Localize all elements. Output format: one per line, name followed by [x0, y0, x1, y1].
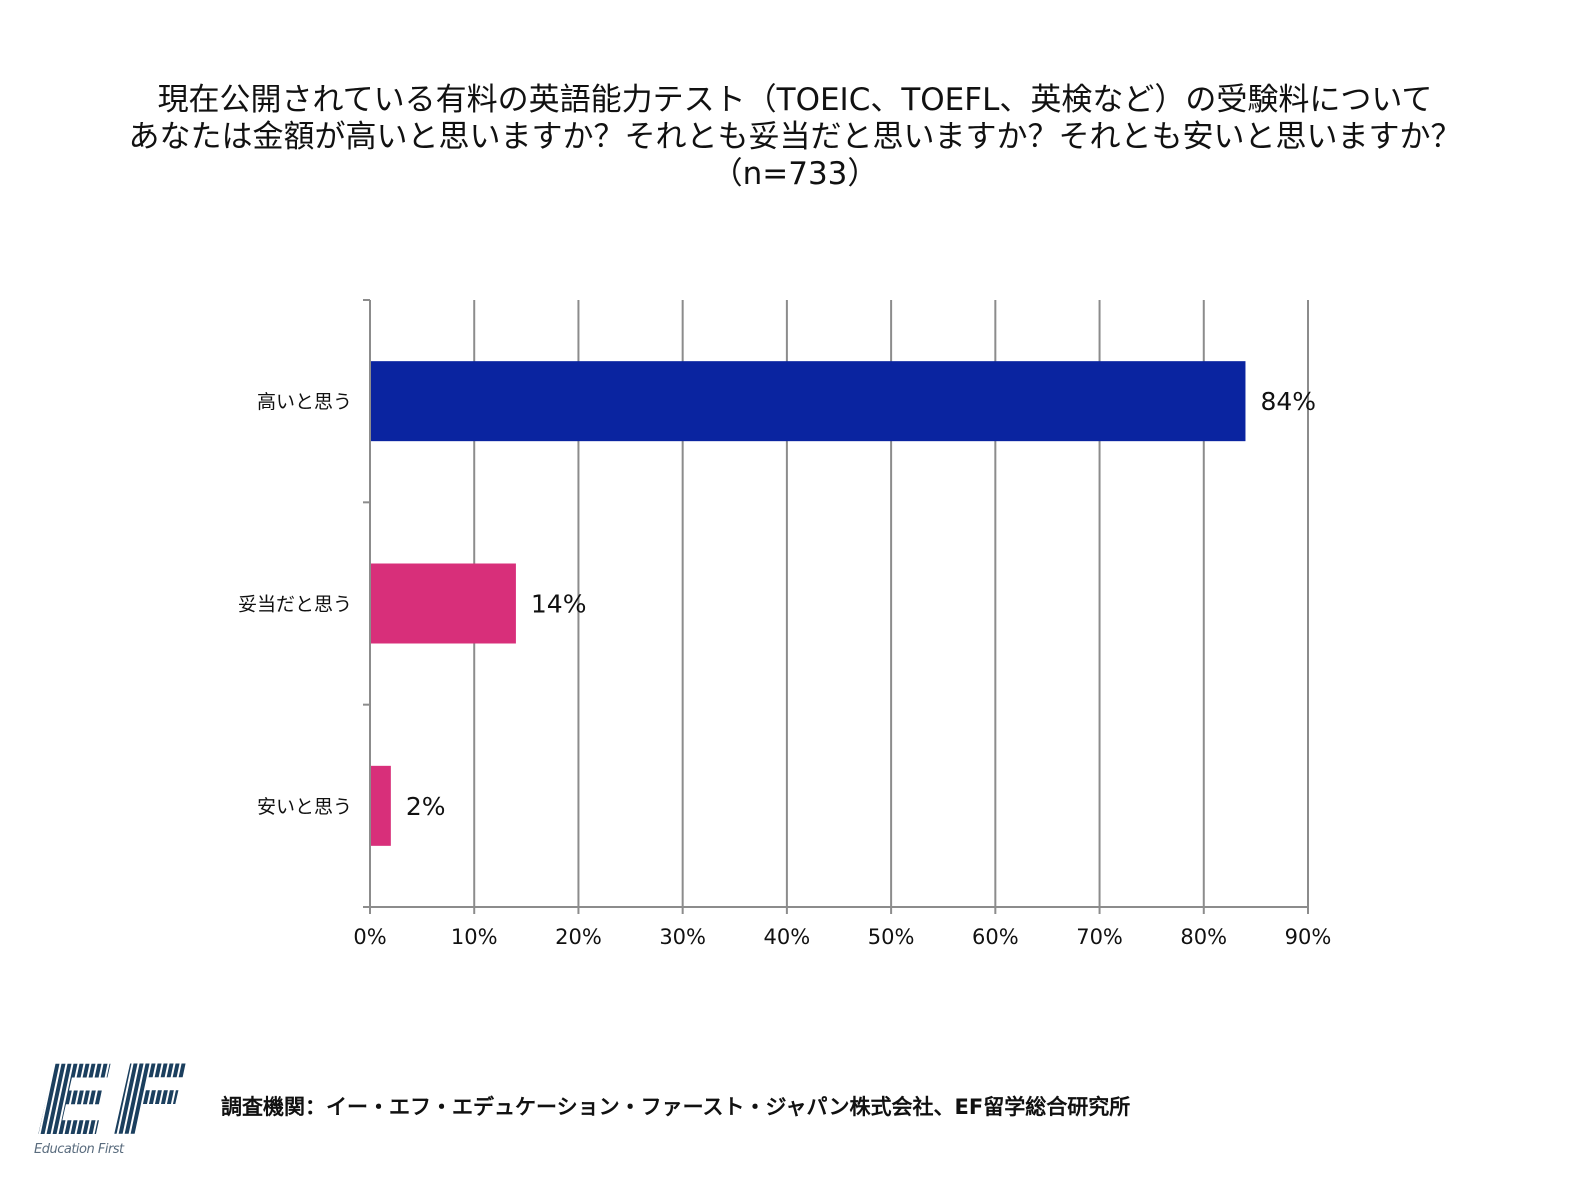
bar-2 — [371, 563, 516, 644]
x-tick-label: 10% — [451, 925, 498, 949]
logo-tagline: Education First — [34, 1142, 124, 1157]
value-label: 84% — [1260, 387, 1316, 416]
x-tick-label: 30% — [659, 925, 706, 949]
bars — [371, 361, 1246, 846]
category-label: 安いと思う — [257, 796, 352, 818]
labels: 0% 10% 20% 30% 40% 50% 60% 70% 80% 90% 高いと思う 84% 妥当だ… — [238, 387, 1331, 949]
x-tick-label: 70% — [1076, 925, 1123, 949]
bar-chart: 0% 10% 20% 30% 40% 50% 60% 70% 80% 90% 高いと思う 84% 妥当だ… — [238, 299, 1331, 949]
x-tick-label: 60% — [972, 925, 1019, 949]
x-tick-label: 80% — [1180, 925, 1227, 949]
bar-1 — [371, 361, 1246, 442]
chart-title-line-1: 現在公開されている有料の英語能力テスト（TOEIC、TOEFL、英検など）の受験… — [157, 82, 1433, 118]
value-label: 14% — [531, 590, 587, 619]
category-label: 妥当だと思う — [238, 594, 352, 616]
x-tick-label: 20% — [555, 925, 602, 949]
ef-logo-mark: EF — [36, 1052, 188, 1157]
x-tick-label: 50% — [868, 925, 915, 949]
bar-3 — [371, 765, 391, 846]
axes — [363, 299, 1309, 914]
x-tick-label: 0% — [353, 925, 386, 949]
x-tick-label: 40% — [764, 925, 811, 949]
value-label: 2% — [406, 792, 446, 821]
chart-title-line-3: （n=733） — [711, 156, 879, 192]
category-label: 高いと思う — [257, 391, 352, 413]
chart-title: 現在公開されている有料の英語能力テスト（TOEIC、TOEFL、英検など）の受験… — [0, 82, 1590, 193]
source-note: 調査機関：イー・エフ・エデュケーション・ファースト・ジャパン株式会社、EF留学総… — [221, 1095, 1131, 1119]
chart-title-line-2: あなたは金額が高いと思いますか？それとも妥当だと思いますか？それとも安いと思いま… — [128, 119, 1462, 155]
ef-logo-letters: EF — [36, 1052, 188, 1157]
ef-logo: EF — [36, 1052, 188, 1157]
x-tick-label: 90% — [1285, 925, 1332, 949]
